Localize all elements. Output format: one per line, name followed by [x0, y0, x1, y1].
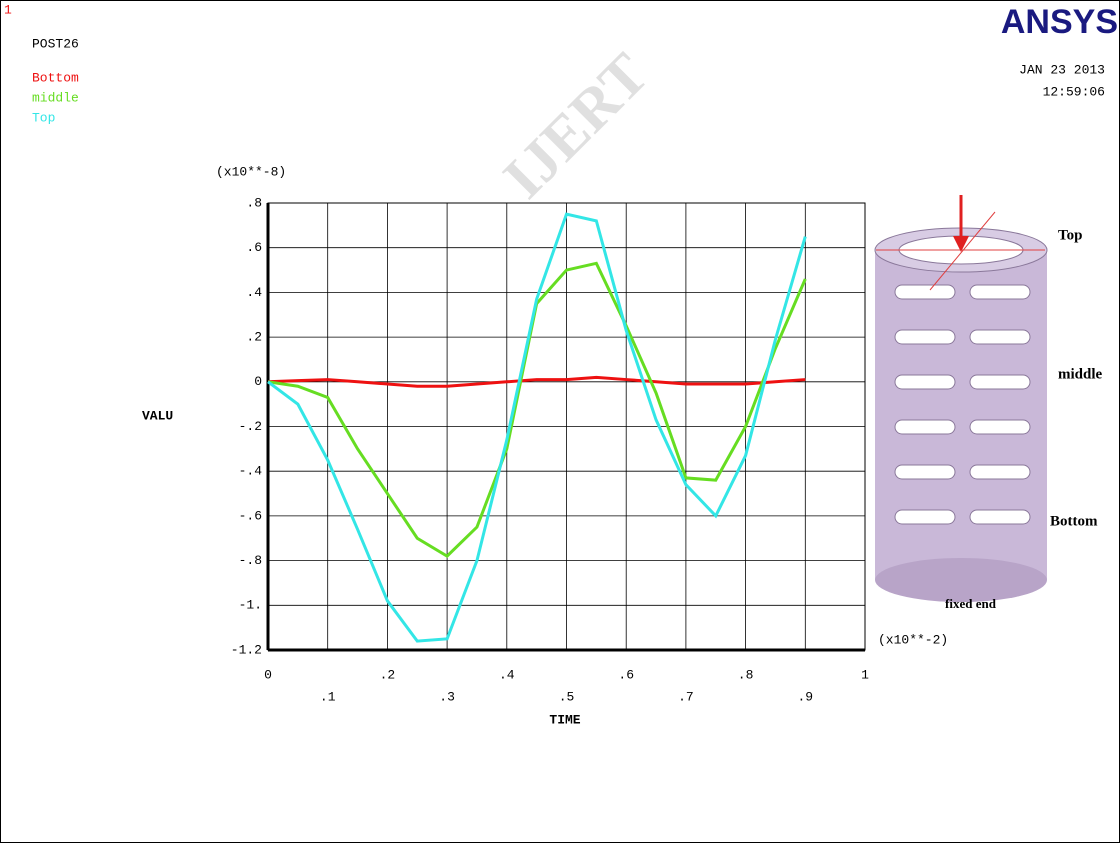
x-tick-label: .3	[439, 689, 455, 704]
x-axis-label: TIME	[549, 712, 580, 727]
inset-label: Bottom	[1050, 513, 1098, 529]
x-tick-label: 0	[264, 667, 272, 682]
y-tick-label: .2	[246, 330, 262, 345]
y-tick-label: 0	[254, 374, 262, 389]
date: JAN 23 2013	[1019, 62, 1105, 77]
inset-label: fixed end	[945, 596, 997, 611]
x-tick-label: .6	[618, 667, 634, 682]
program: POST26	[32, 36, 79, 51]
y-tick-label: .6	[246, 240, 262, 255]
legend-entry: middle	[32, 90, 79, 105]
x-multiplier: (x10**-2)	[878, 632, 948, 647]
x-tick-label: .8	[738, 667, 754, 682]
y-tick-label: .8	[246, 195, 262, 210]
x-tick-label: .2	[380, 667, 396, 682]
y-tick-label: -.8	[239, 553, 262, 568]
x-tick-label: .9	[797, 689, 813, 704]
y-multiplier: (x10**-8)	[216, 164, 286, 179]
x-tick-label: .1	[320, 689, 336, 704]
x-tick-label: 1	[861, 667, 869, 682]
spring-figure	[875, 195, 1047, 602]
x-tick-label: .4	[499, 667, 515, 682]
x-tick-label: .5	[559, 689, 575, 704]
legend-entry: Bottom	[32, 70, 79, 85]
ansys-window: 1 POST26 ANSYS JAN 23 2013 12:59:06 IJER…	[0, 0, 1120, 843]
y-tick-label: -.2	[239, 419, 262, 434]
time: 12:59:06	[1043, 84, 1105, 99]
y-tick-label: -.6	[239, 508, 262, 523]
logo: ANSYS	[1001, 3, 1118, 41]
y-axis-label: VALU	[142, 408, 173, 423]
y-tick-label: .4	[246, 285, 262, 300]
y-tick-label: -1.2	[231, 642, 262, 657]
x-tick-label: .7	[678, 689, 694, 704]
inset-label: middle	[1058, 366, 1103, 382]
y-tick-label: -.4	[239, 464, 263, 479]
y-tick-label: -1.	[239, 598, 262, 613]
legend-entry: Top	[32, 110, 55, 125]
window-number: 1	[4, 2, 12, 17]
inset-label: Top	[1058, 227, 1082, 243]
